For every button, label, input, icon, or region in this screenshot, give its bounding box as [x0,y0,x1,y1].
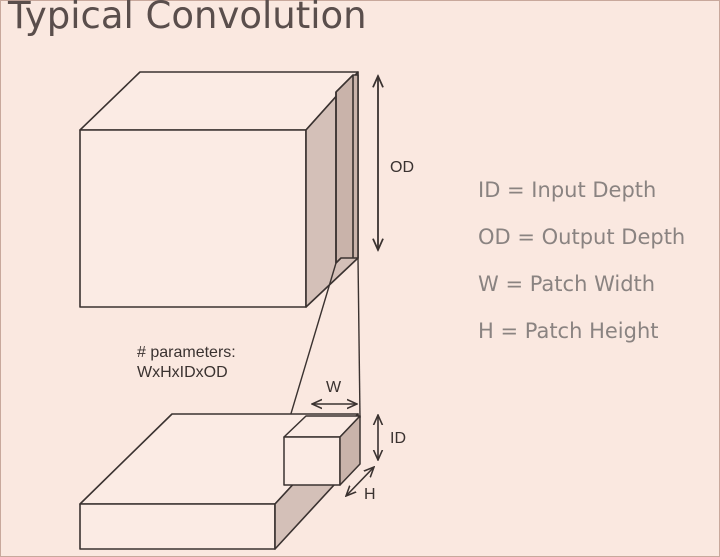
legend-item-w: W = Patch Width [478,272,656,296]
w-label: W [326,379,342,396]
id-label: ID [390,430,406,447]
legend-item-id: ID = Input Depth [478,178,657,202]
legend-item-h: H = Patch Height [478,319,659,343]
params-label-line2: WxHxIDxOD [137,364,228,381]
patch-cube [283,415,361,486]
output-depth-slab [335,74,359,264]
patch-front-face [283,436,341,486]
h-label: H [364,486,376,503]
output-front-face [79,129,307,308]
h-arrow [346,467,374,496]
params-label-line1: # parameters: [137,344,236,361]
legend: ID = Input Depth OD = Output Depth W = P… [478,172,685,360]
input-front-face [79,503,276,550]
connection-lines [283,257,361,438]
output-volume [79,71,359,308]
slide-title: Typical Convolution [8,0,367,37]
legend-item-od: OD = Output Depth [478,225,686,249]
od-label: OD [390,159,414,176]
